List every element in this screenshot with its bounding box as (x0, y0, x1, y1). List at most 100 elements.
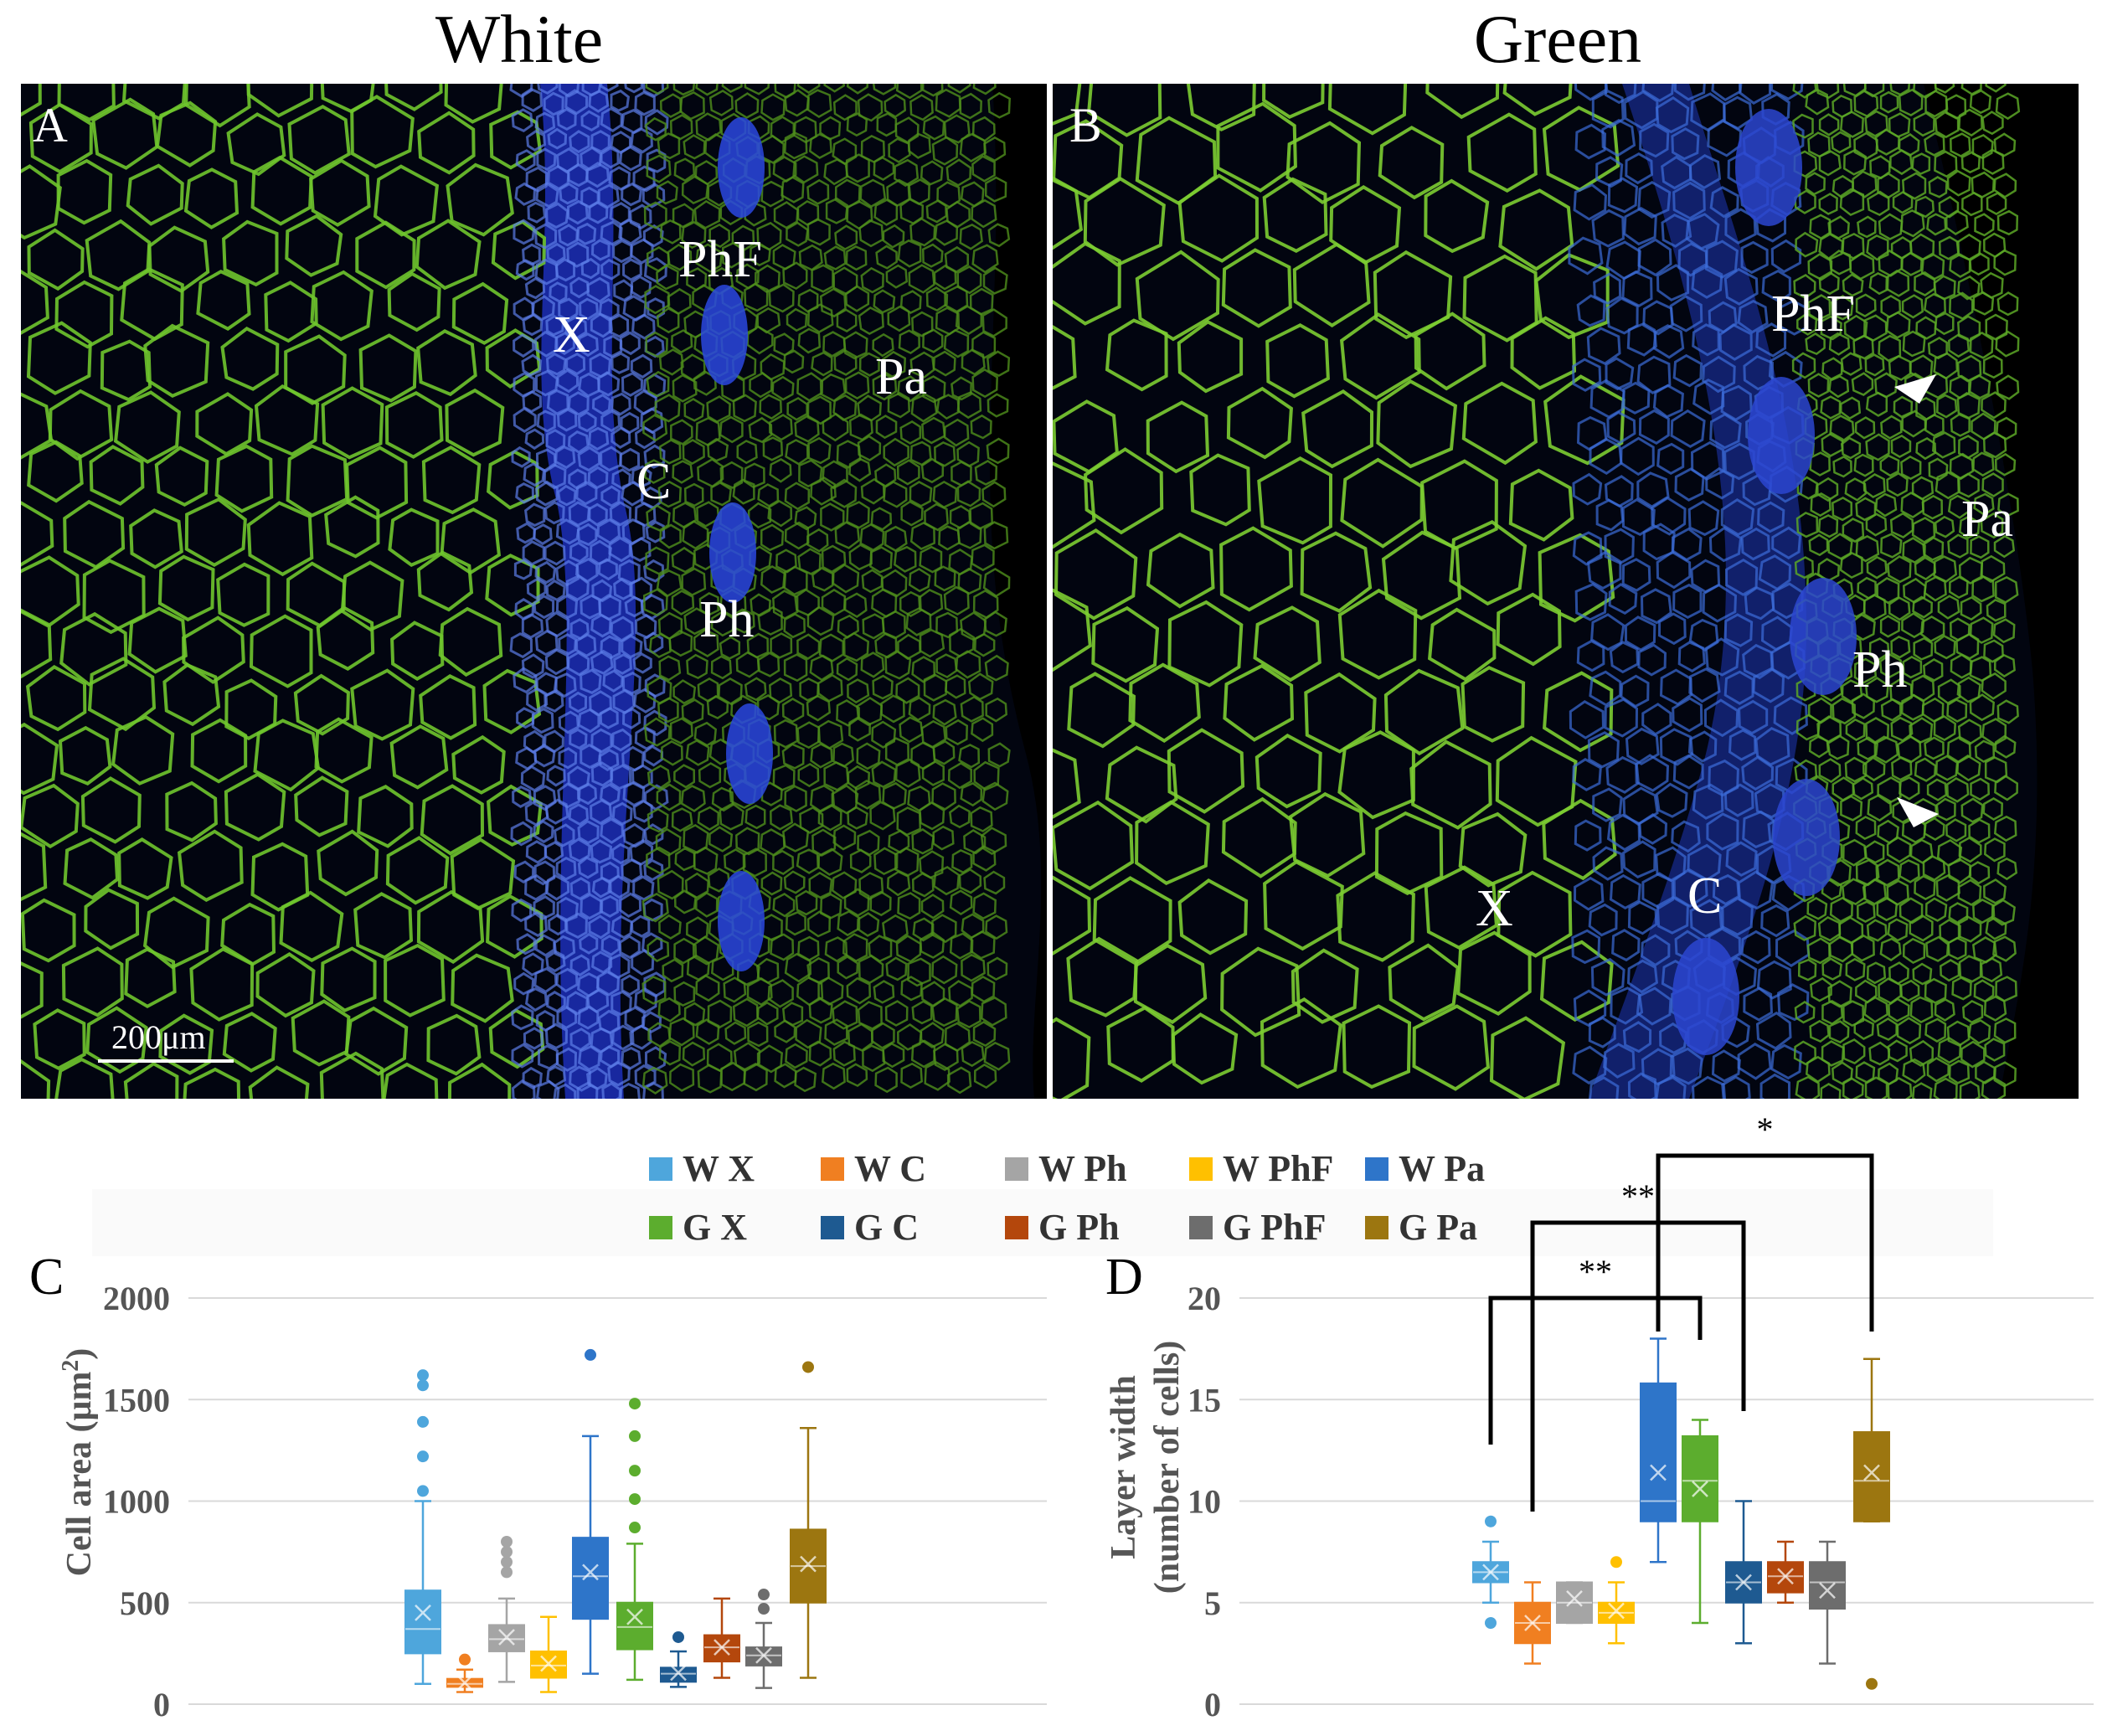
legend-label: W C (854, 1148, 926, 1189)
label-c-a: C (636, 453, 672, 510)
box-g-ph (703, 1597, 740, 1679)
box-g-phf (1809, 1540, 1846, 1665)
mean-marker (1692, 1481, 1708, 1497)
arrowheads (1894, 374, 1939, 827)
outlier-point (417, 1485, 429, 1497)
y-tick-label: 1000 (103, 1483, 170, 1521)
mean-marker (498, 1629, 515, 1646)
y-tick-label: 10 (1188, 1483, 1221, 1521)
box-g-c (660, 1630, 697, 1688)
legend-label: G X (683, 1207, 747, 1248)
label-phf-a: PhF (678, 231, 762, 288)
box-g-c (1725, 1500, 1762, 1645)
legend-item: W Pa (1365, 1147, 1485, 1190)
label-pa-a: Pa (875, 348, 927, 405)
legend-label: W X (683, 1148, 755, 1189)
phloem-fiber-b (1735, 109, 1802, 226)
label-ph-a: Ph (699, 591, 755, 648)
y-tick-label: 2000 (103, 1280, 170, 1317)
box-body (660, 1666, 697, 1683)
legend-swatch (1189, 1215, 1213, 1239)
mean-marker (1735, 1574, 1752, 1591)
outlier-point (672, 1630, 684, 1643)
y-tick-label: 0 (1204, 1686, 1221, 1723)
outlier-point (629, 1429, 641, 1442)
legend-label: G Pa (1399, 1207, 1478, 1248)
legend-label: G C (854, 1207, 919, 1248)
significance-bracket (1656, 1153, 1874, 1332)
mean-marker (1863, 1464, 1880, 1481)
legend-label: G Ph (1038, 1207, 1120, 1248)
legend-swatch (821, 1156, 844, 1181)
outlier-point (629, 1465, 641, 1477)
box-g-pa (790, 1361, 827, 1679)
arrowhead-1 (1894, 374, 1936, 404)
phloem-fiber-a (726, 703, 773, 804)
scale-bar (98, 1059, 234, 1063)
legend-label: W Pa (1399, 1148, 1486, 1189)
phloem-fiber-a (709, 502, 756, 603)
panel-b-letter: B (1069, 98, 1102, 152)
box-w-phf (1598, 1556, 1635, 1645)
label-pa-b: Pa (1961, 491, 2013, 548)
mean-marker (1608, 1602, 1625, 1620)
mean-marker (670, 1664, 687, 1682)
box-body (1682, 1435, 1718, 1522)
legend-swatch (1005, 1215, 1028, 1239)
y-tick-label: 1500 (103, 1381, 170, 1419)
cell-network (21, 84, 1011, 1099)
box-body (1853, 1431, 1890, 1522)
box-g-x (1682, 1419, 1718, 1625)
box-w-x (404, 1369, 441, 1685)
box-body (1640, 1382, 1677, 1522)
box-w-x (1472, 1515, 1509, 1629)
phloem-fiber-b (1748, 377, 1815, 494)
outlier-point (758, 1589, 770, 1601)
mean-marker (1482, 1563, 1499, 1581)
significance-label: ** (1579, 1253, 1612, 1290)
green-title: Green (1473, 1, 1642, 77)
y-tick-label: 0 (153, 1686, 170, 1723)
box-g-x (616, 1398, 653, 1682)
y-tick-label: 5 (1204, 1584, 1221, 1622)
arrowhead-2 (1897, 797, 1939, 827)
legend-label: G PhF (1223, 1207, 1327, 1248)
legend-label: W Ph (1038, 1148, 1127, 1189)
label-ph-b: Ph (1852, 641, 1908, 698)
outlier-point (629, 1398, 641, 1410)
box-body (1809, 1561, 1846, 1610)
mean-marker (1650, 1464, 1667, 1481)
mean-marker (1777, 1568, 1794, 1585)
panel-d-letter: D (1105, 1249, 1143, 1306)
legend-item: G PhF (1189, 1206, 1326, 1249)
mean-marker (540, 1655, 557, 1672)
scale-bar-label: 200μm (111, 1018, 206, 1056)
legend-swatch (821, 1215, 844, 1239)
legend-label: W PhF (1223, 1148, 1334, 1189)
outlier-point (585, 1348, 596, 1361)
legend-item: W C (821, 1147, 926, 1190)
legend-swatch (649, 1215, 672, 1239)
micrograph-a-image (21, 84, 1047, 1099)
y-tick-label: 20 (1188, 1280, 1221, 1317)
outlier-point (1610, 1556, 1622, 1569)
outlier-point (1485, 1617, 1497, 1629)
y-tick-label: 500 (120, 1584, 170, 1622)
outlier-point (417, 1379, 429, 1392)
box-body (572, 1537, 609, 1620)
mean-marker (456, 1674, 473, 1692)
box-body (404, 1589, 441, 1655)
legend-item: W X (649, 1147, 755, 1190)
outlier-point (501, 1536, 513, 1548)
legend-item: W PhF (1189, 1147, 1333, 1190)
phloem-fiber-b (1790, 578, 1857, 695)
legend-item: G Pa (1365, 1206, 1477, 1249)
outlier-point (417, 1450, 429, 1463)
box-body (616, 1601, 653, 1651)
outlier-point (629, 1493, 641, 1506)
outlier-point (501, 1566, 513, 1579)
mean-marker (1566, 1590, 1583, 1607)
legend-swatch (1005, 1156, 1028, 1181)
label-x-b: X (1476, 880, 1513, 937)
